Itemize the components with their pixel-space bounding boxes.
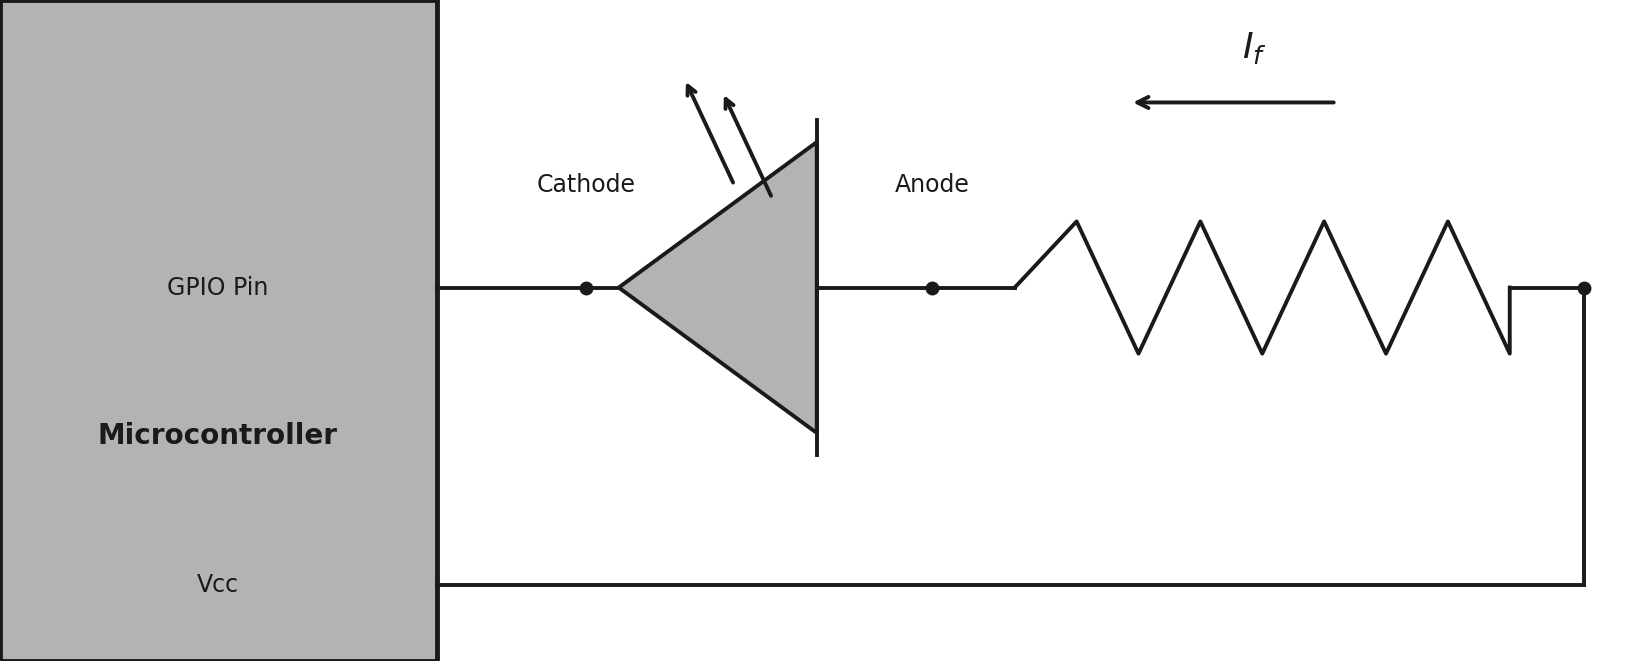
Text: GPIO Pin: GPIO Pin	[167, 276, 269, 299]
Text: $I_f$: $I_f$	[1242, 30, 1266, 66]
Text: Microcontroller: Microcontroller	[97, 422, 338, 450]
Text: Cathode: Cathode	[536, 173, 635, 197]
Text: Vcc: Vcc	[196, 573, 239, 597]
Polygon shape	[619, 142, 817, 433]
FancyBboxPatch shape	[0, 0, 437, 661]
Text: Anode: Anode	[894, 173, 970, 197]
